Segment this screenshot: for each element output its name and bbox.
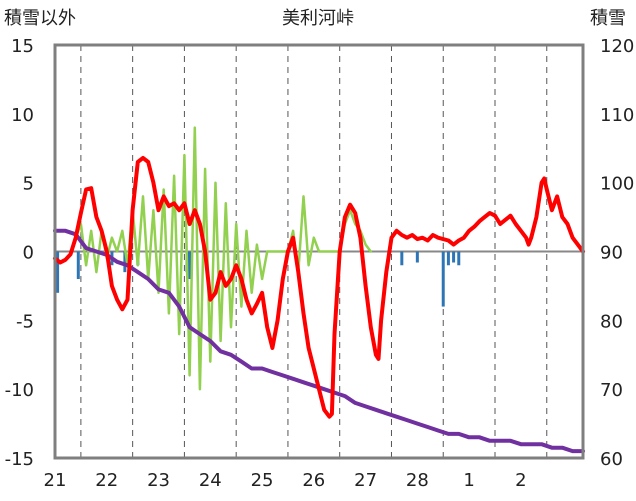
right-tick-label: 100 — [600, 174, 634, 195]
x-tick-label: 25 — [251, 470, 274, 491]
x-tick-label: 1 — [463, 470, 474, 491]
right-tick-label: 120 — [600, 36, 634, 57]
bar — [400, 251, 404, 266]
right-tick-label: 90 — [600, 243, 623, 264]
bar — [446, 251, 450, 266]
bar — [441, 251, 445, 307]
left-axis-label: 積雪以外 — [4, 8, 76, 29]
series-line — [53, 155, 585, 419]
bar — [415, 251, 419, 263]
right-tick-label: 70 — [600, 380, 623, 401]
x-tick-label: 22 — [95, 470, 118, 491]
x-tick-label: 24 — [199, 470, 222, 491]
left-tick-label: 15 — [11, 36, 34, 57]
vertical-grid — [80, 45, 548, 458]
left-tick-label: 10 — [11, 105, 34, 126]
left-tick-labels: 15 10 5 0 -5 -10 -15 — [5, 36, 34, 470]
right-tick-label: 60 — [600, 449, 623, 470]
x-tick-label: 26 — [302, 470, 325, 491]
right-tick-labels: 120 110 100 90 80 70 60 — [600, 36, 634, 470]
x-tick-label: 28 — [406, 470, 429, 491]
right-tick-label: 80 — [600, 311, 623, 332]
left-tick-label: -15 — [5, 449, 34, 470]
series-line — [53, 228, 585, 454]
plot-frame — [53, 43, 585, 460]
x-tick-label: 27 — [354, 470, 377, 491]
bar — [457, 251, 461, 266]
left-tick-label: -5 — [16, 311, 34, 332]
left-tick-label: 0 — [23, 243, 34, 264]
bar — [76, 251, 80, 280]
bar — [452, 251, 456, 263]
chart-title: 美利河峠 — [282, 8, 354, 29]
bar — [56, 251, 60, 293]
x-tick-label: 21 — [44, 470, 67, 491]
left-tick-label: -10 — [5, 380, 34, 401]
line-series — [53, 126, 585, 454]
x-tick-label: 23 — [147, 470, 170, 491]
left-tick-label: 5 — [23, 174, 34, 195]
right-tick-label: 110 — [600, 105, 634, 126]
right-axis-label: 積雪 — [590, 8, 626, 29]
x-tick-labels: 21 22 23 24 25 26 27 28 1 2 — [44, 470, 527, 491]
series-line — [74, 126, 373, 391]
x-tick-label: 2 — [515, 470, 526, 491]
bar — [123, 251, 127, 273]
bar — [188, 251, 192, 280]
